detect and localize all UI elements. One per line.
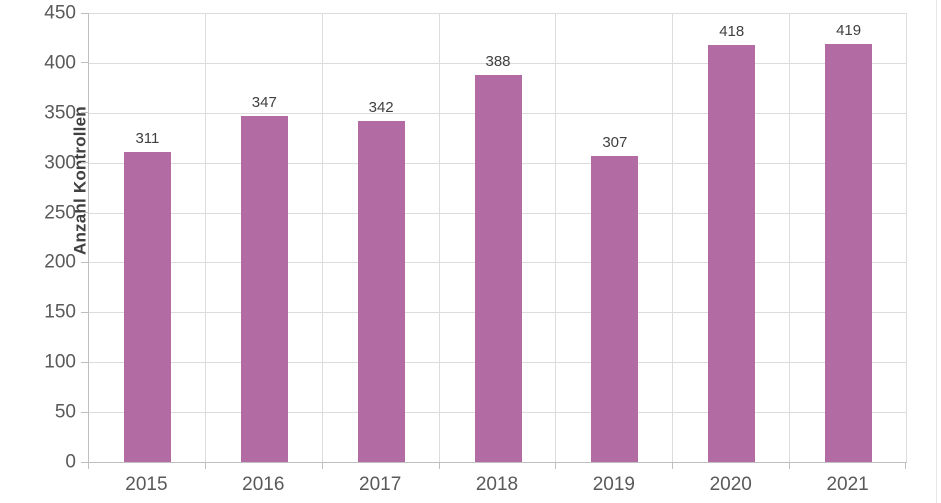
y-tick-label-250: 250: [44, 202, 76, 224]
x-tick-label-2017: 2017: [359, 474, 402, 495]
y-tick-label-350: 350: [44, 102, 76, 124]
y-tick-mark-450: [81, 12, 88, 14]
x-tick-label-2018: 2018: [475, 474, 519, 495]
gridline-x-2: [321, 13, 323, 462]
x-tick-label-2020: 2020: [709, 474, 752, 495]
y-tick-label-200: 200: [44, 251, 76, 273]
x-tick-mark-2: [321, 463, 323, 469]
x-tick-label-2021: 2021: [826, 474, 869, 495]
bar-column-2021: 419: [790, 13, 907, 462]
x-axis-tick-labels: 2015 2016 2017 2018 2019 2020 2021: [88, 474, 906, 496]
y-axis-tick-marks: [81, 12, 88, 463]
bar-column-2017: 342: [323, 13, 440, 462]
y-tick-mark-200: [81, 261, 88, 263]
y-tick-mark-50: [81, 411, 88, 413]
bar-value-label-2016: 347: [251, 93, 277, 111]
bar-column-2020: 418: [673, 13, 790, 462]
bar-value-label-2017: 342: [368, 98, 394, 116]
x-tick-label-2019: 2019: [592, 474, 635, 495]
y-tick-mark-300: [81, 162, 88, 164]
y-axis-tick-labels: 0 50 100 150 200 250 300 350 400 450: [0, 4, 76, 472]
y-tick-mark-250: [81, 212, 88, 214]
gridline-x-6: [789, 13, 791, 462]
bar-value-label-2020: 418: [719, 22, 745, 40]
gridline-x-5: [672, 13, 674, 462]
bar-2018: [474, 74, 522, 462]
x-tick-mark-5: [672, 463, 674, 469]
bar-value-label-2021: 419: [836, 21, 862, 39]
bar-value-label-2015: 311: [135, 129, 160, 147]
bar-column-2018: 388: [440, 13, 557, 462]
bar-2017: [357, 120, 405, 462]
bar-2016: [240, 115, 288, 462]
y-tick-label-400: 400: [44, 52, 76, 74]
y-tick-mark-350: [81, 112, 88, 114]
x-tick-label-2015: 2015: [125, 474, 168, 495]
gridline-x-4: [555, 13, 557, 462]
y-tick-mark-0: [81, 461, 88, 463]
bar-column-2015: 311: [89, 13, 206, 462]
bar-2019: [591, 155, 639, 462]
x-tick-mark-3: [438, 463, 440, 469]
gridline-y-400: [89, 62, 907, 64]
y-tick-label-0: 0: [65, 451, 76, 473]
x-tick-mark-7: [905, 463, 906, 469]
chart-area-right-border: [936, 0, 937, 503]
gridline-x-7: [906, 13, 907, 462]
gridline-x-1: [204, 13, 206, 462]
x-tick-mark-4: [555, 463, 557, 469]
x-tick-label-2016: 2016: [242, 474, 285, 495]
y-tick-label-50: 50: [54, 401, 76, 423]
x-tick-mark-0: [88, 463, 89, 469]
y-tick-mark-150: [81, 311, 88, 313]
x-tick-mark-6: [789, 463, 791, 469]
bar-2015: [123, 151, 171, 462]
y-tick-label-300: 300: [44, 152, 76, 174]
x-axis-tick-marks: [88, 463, 906, 469]
y-tick-mark-100: [81, 361, 88, 363]
y-tick-mark-400: [81, 62, 88, 64]
bar-value-label-2019: 307: [602, 133, 628, 151]
y-tick-label-450: 450: [44, 2, 76, 24]
bar-2021: [825, 43, 873, 462]
bar-value-label-2018: 388: [485, 52, 511, 70]
gridline-y-450: [89, 13, 907, 14]
bar-column-2019: 307: [556, 13, 673, 462]
bar-series: 311 347 342 388 307 418 419: [89, 13, 907, 462]
bar-2020: [708, 44, 756, 462]
gridline-x-3: [438, 13, 440, 462]
y-tick-label-100: 100: [44, 351, 76, 373]
plot-area: 311 347 342 388 307 418 419: [88, 13, 907, 463]
y-tick-label-150: 150: [44, 301, 76, 323]
x-tick-mark-1: [204, 463, 206, 469]
bar-column-2016: 347: [206, 13, 323, 462]
